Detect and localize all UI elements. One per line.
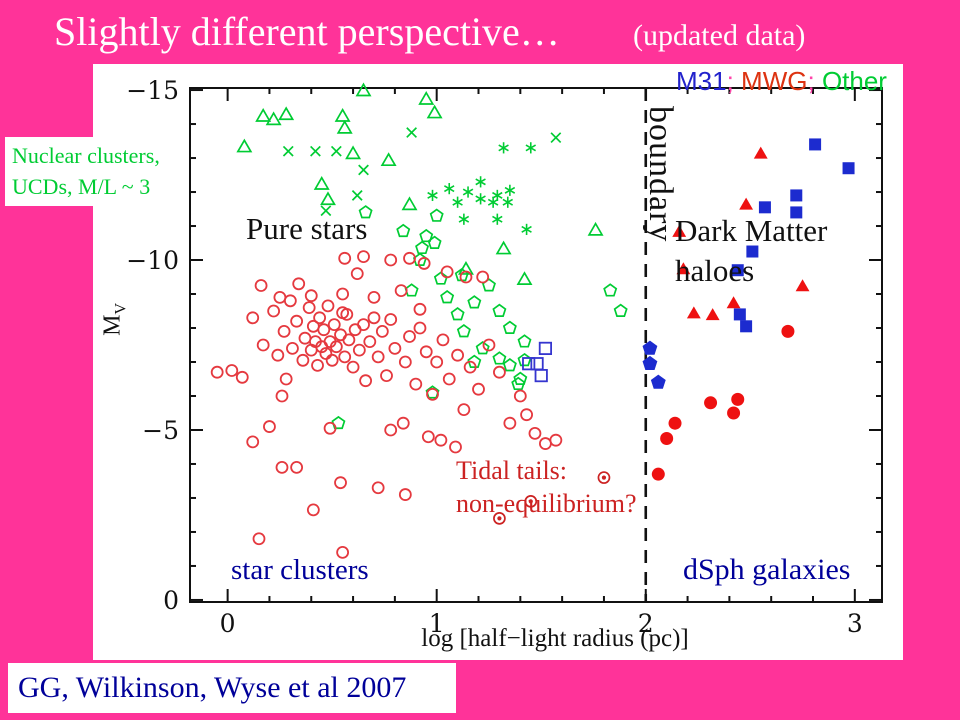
x-axis-label: log [half−light radius (pc)] bbox=[421, 625, 689, 652]
legend-separator: ; bbox=[807, 66, 815, 96]
svg-text:0: 0 bbox=[220, 609, 236, 638]
credit-text: GG, Wilkinson, Wyse et al 2007 bbox=[18, 671, 407, 704]
plot-svg: 0 1 2 3 −15 −10 −5 0 bbox=[126, 76, 883, 638]
plot-legend: M31; MWG; Other bbox=[676, 66, 887, 97]
nuclear-clusters-callout: Nuclear clusters, UCDs, M/L ~ 3 bbox=[5, 137, 186, 206]
legend-item-mwg: MWG bbox=[741, 66, 808, 96]
y-axis-label-sub: V bbox=[112, 302, 130, 315]
slide-subtitle: (updated data) bbox=[633, 19, 806, 52]
dark-matter-line2: haloes bbox=[675, 252, 755, 288]
pure-stars-label: Pure stars bbox=[246, 211, 368, 246]
boundary-label: boundary bbox=[642, 106, 679, 243]
svg-text:1: 1 bbox=[429, 609, 445, 638]
dark-matter-line1: Dark Matter bbox=[675, 213, 828, 248]
legend-separator: ; bbox=[726, 66, 734, 96]
nuclear-callout-line2: UCDs, M/L ~ 3 bbox=[12, 174, 151, 200]
svg-text:−15: −15 bbox=[126, 76, 179, 105]
dark-matter-label: Dark Matter haloes bbox=[675, 211, 827, 290]
nuclear-callout-line1: Nuclear clusters, bbox=[12, 143, 160, 168]
svg-text:3: 3 bbox=[847, 609, 863, 638]
legend-item-m31: M31 bbox=[676, 66, 727, 96]
star-clusters-label: star clusters bbox=[231, 554, 369, 586]
tidal-line2: non-equilibrium? bbox=[456, 488, 637, 518]
tidal-tails-label: Tidal tails: non-equilibrium? bbox=[456, 455, 637, 520]
svg-text:−5: −5 bbox=[142, 416, 179, 445]
y-axis-label: MV bbox=[100, 282, 131, 356]
slide-title: Slightly different perspective… bbox=[54, 9, 560, 54]
svg-text:0: 0 bbox=[163, 586, 179, 615]
y-axis-label-main: M bbox=[99, 314, 126, 336]
dsph-galaxies-label: dSph galaxies bbox=[683, 553, 851, 586]
plot-panel: 0 1 2 3 −15 −10 −5 0 bbox=[93, 64, 903, 660]
legend-item-other: Other bbox=[821, 66, 887, 96]
svg-text:2: 2 bbox=[638, 609, 654, 638]
credit-box: GG, Wilkinson, Wyse et al 2007 bbox=[8, 663, 456, 713]
tidal-line1: Tidal tails: bbox=[456, 456, 568, 485]
svg-text:−10: −10 bbox=[126, 246, 179, 275]
